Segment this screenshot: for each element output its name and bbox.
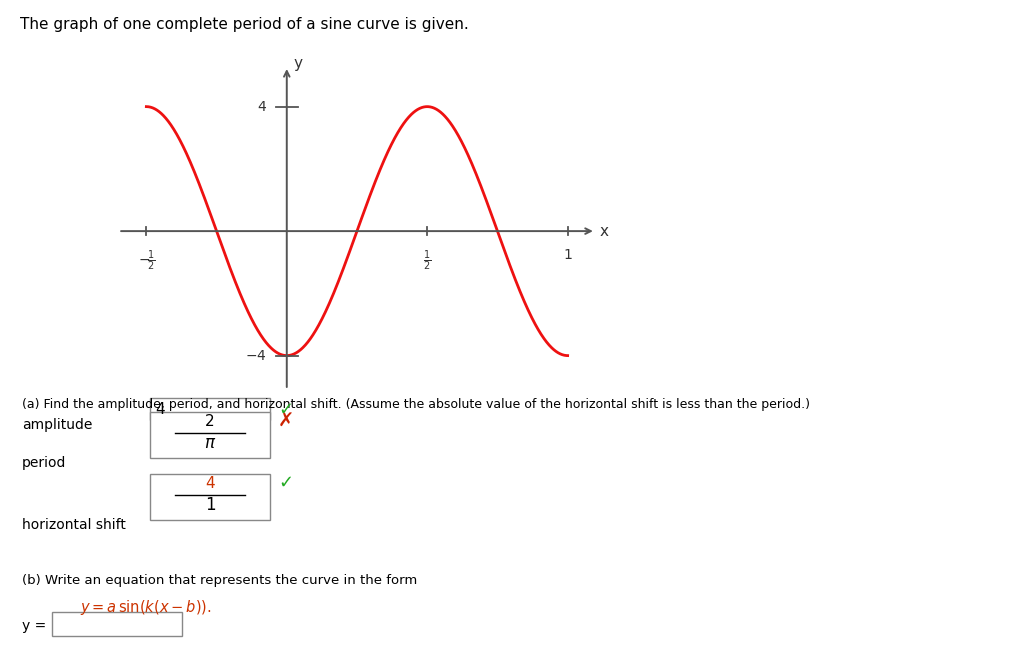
Text: 4: 4: [205, 476, 215, 491]
Text: $-4$: $-4$: [246, 348, 267, 362]
Text: horizontal shift: horizontal shift: [22, 518, 126, 532]
FancyBboxPatch shape: [150, 412, 270, 458]
Text: $4$: $4$: [257, 100, 267, 114]
FancyBboxPatch shape: [52, 612, 182, 636]
Text: $-\!\frac{1}{2}$: $-\!\frac{1}{2}$: [137, 248, 155, 272]
Text: (b) Write an equation that represents the curve in the form: (b) Write an equation that represents th…: [22, 574, 417, 587]
Text: $\frac{1}{2}$: $\frac{1}{2}$: [423, 248, 431, 272]
Text: 2: 2: [205, 414, 215, 429]
Text: (a) Find the amplitude, period, and horizontal shift. (Assume the absolute value: (a) Find the amplitude, period, and hori…: [22, 398, 810, 412]
Text: $1$: $1$: [563, 248, 572, 262]
Text: amplitude: amplitude: [22, 418, 92, 432]
Text: ✓: ✓: [278, 474, 293, 492]
Text: ✓: ✓: [278, 400, 293, 418]
Text: 1: 1: [205, 496, 215, 514]
FancyBboxPatch shape: [150, 474, 270, 520]
Text: 4: 4: [155, 402, 165, 417]
Text: The graph of one complete period of a sine curve is given.: The graph of one complete period of a si…: [20, 17, 469, 32]
Text: x: x: [600, 224, 609, 238]
Text: y =: y =: [22, 619, 46, 633]
Text: ✗: ✗: [278, 412, 294, 432]
FancyBboxPatch shape: [150, 398, 270, 420]
Text: $\pi$: $\pi$: [204, 434, 216, 452]
Text: $y = a\,\mathrm{sin}(k(x - b)).$: $y = a\,\mathrm{sin}(k(x - b)).$: [80, 598, 212, 617]
Text: period: period: [22, 456, 67, 470]
Text: y: y: [294, 55, 303, 71]
